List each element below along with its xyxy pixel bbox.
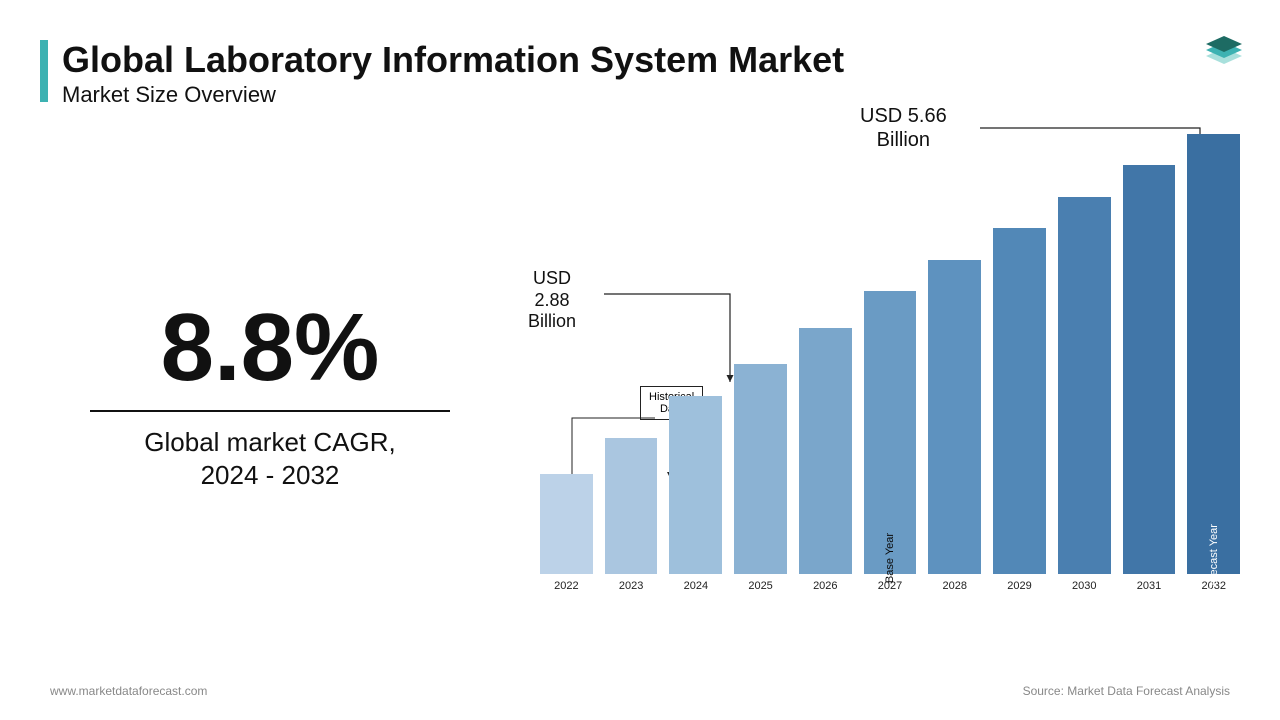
cagr-panel: 8.8% Global market CAGR, 2024 - 2032 [70,300,470,491]
footer-url: www.marketdataforecast.com [50,684,207,698]
year-label: 2022 [554,580,578,592]
bar [540,474,593,574]
page-subtitle: Market Size Overview [62,82,844,108]
bar-column: Base Year2027 [864,291,917,592]
year-label: 2024 [684,580,708,592]
bar-column: 2025 [734,364,787,592]
bar [669,396,722,574]
year-label: 2028 [943,580,967,592]
cagr-caption: Global market CAGR, 2024 - 2032 [70,426,470,491]
accent-bar [40,40,48,102]
bar-column: 2026 [799,328,852,592]
bar [928,260,981,574]
year-label: 2031 [1137,580,1161,592]
footer-source: Source: Market Data Forecast Analysis [1023,684,1230,698]
divider [90,410,450,412]
bar-column: 2022 [540,474,593,592]
year-label: 2023 [619,580,643,592]
bar: Base Year [864,291,917,574]
cagr-caption-line1: Global market CAGR, [144,427,395,457]
bar-column: 2028 [928,260,981,592]
forecast-year-label: Forecast Year [1208,524,1220,592]
bar [605,438,658,574]
year-label: 2030 [1072,580,1096,592]
bar-column: 2023 [605,438,658,592]
brand-logo-icon [1196,24,1252,85]
page-title: Global Laboratory Information System Mar… [62,40,844,80]
year-label: 2029 [1007,580,1031,592]
year-label: 2026 [813,580,837,592]
bar-column: 2031 [1123,165,1176,592]
bar-column: Forecast Year2032 [1187,134,1240,592]
market-size-bar-chart: 2022 2023 2024 2025 2026 Base Year2027 2028 202… [530,120,1240,630]
bar [1058,197,1111,574]
bar-column: 2024 [669,396,722,592]
title-block: Global Laboratory Information System Mar… [40,40,844,108]
base-year-label: Base Year [884,533,896,583]
cagr-caption-line2: 2024 - 2032 [201,460,340,490]
bar [734,364,787,574]
bar [993,228,1046,574]
cagr-value: 8.8% [70,300,470,396]
bar [799,328,852,574]
bar-column: 2029 [993,228,1046,592]
year-label: 2025 [748,580,772,592]
bar [1123,165,1176,574]
bar: Forecast Year [1187,134,1240,574]
bar-column: 2030 [1058,197,1111,592]
